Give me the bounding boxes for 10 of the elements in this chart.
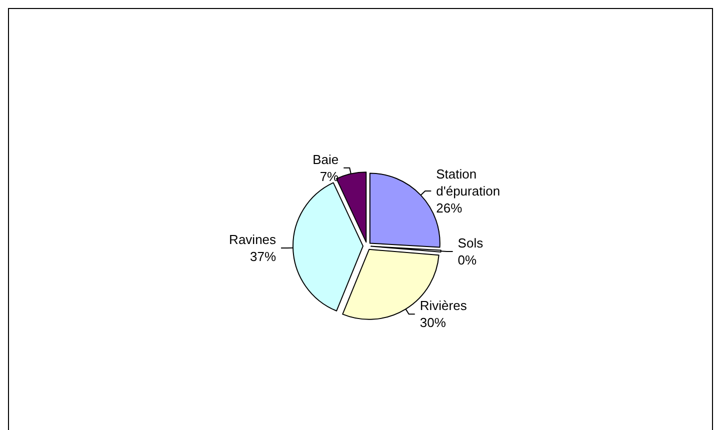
slice-label: Rivières — [420, 298, 468, 314]
data-label: 30% — [420, 315, 446, 330]
slice-label: Ravines — [229, 232, 277, 247]
data-label: 37% — [250, 249, 276, 264]
data-label: 26% — [436, 200, 463, 216]
slice-label: Baie — [312, 152, 339, 167]
data-label: 0% — [458, 252, 478, 268]
slice-label: Sols — [458, 236, 484, 251]
slice-label: Station d'épuration — [436, 166, 500, 199]
data-label: 7% — [320, 168, 340, 184]
